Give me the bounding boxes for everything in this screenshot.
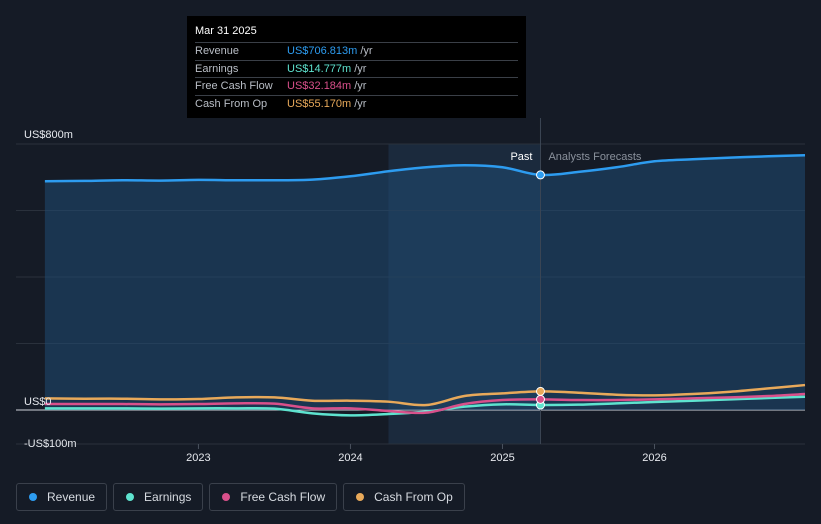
highlight-point-free-cash-flow [535,394,545,404]
legend-dot-icon [356,493,365,501]
tooltip-unit: /yr [360,45,373,58]
y-axis-labels: US$800m US$0 -US$100m [24,129,77,450]
tooltip-row-revenue: Revenue US$706.813m /yr [195,42,518,60]
tooltip-date: Mar 31 2025 [195,25,257,37]
legend-label: Cash From Op [374,490,453,504]
highlight-point-revenue [535,170,545,180]
tooltip-row-cash-from-op: Cash From Op US$55.170m /yr [195,94,518,113]
legend-dot-icon [126,493,135,501]
legend-dot-icon [222,493,231,501]
tooltip: Mar 31 2025 Revenue US$706.813m /yr Earn… [187,16,526,118]
series-line-free-cash-flow [44,392,806,415]
highlight-points [535,170,545,410]
y-tick-label: US$0 [24,396,52,408]
legend-item-cash-from-op[interactable]: Cash From Op [343,483,465,511]
tooltip-label: Free Cash Flow [195,80,273,93]
x-tick-label: 2025 [490,452,514,464]
tooltip-value: US$32.184m [287,80,352,93]
series-line-revenue [44,154,806,183]
tooltip-unit: /yr [354,80,367,93]
tooltip-value: US$706.813m [287,45,358,58]
period-labels: Past Analysts Forecasts [510,151,641,163]
x-tick-label: 2026 [642,452,666,464]
tooltip-value: US$55.170m [287,97,352,110]
revenue-area [44,155,805,410]
forecast-label: Analysts Forecasts [548,151,641,163]
tooltip-label: Revenue [195,45,240,58]
y-tick-label: US$800m [24,129,73,141]
tooltip-row-free-cash-flow: Free Cash Flow US$32.184m /yr [195,77,518,95]
y-tick-label: -US$100m [24,438,77,450]
legend-label: Free Cash Flow [240,490,326,504]
x-tick-label: 2023 [186,452,210,464]
x-tick-label: 2024 [338,452,362,464]
legend-dot-icon [29,493,37,501]
series-line-cash-from-op [44,383,806,407]
tooltip-row-earnings: Earnings US$14.777m /yr [195,59,518,78]
highlight-point-cash-from-op [535,386,545,396]
tooltip-unit: /yr [354,97,367,110]
tooltip-value: US$14.777m [287,62,352,75]
x-axis-labels: 2023 2024 2025 2026 [186,444,667,464]
legend-item-revenue[interactable]: Revenue [16,483,108,511]
series-lines [44,154,806,417]
tooltip-unit: /yr [354,62,367,75]
tooltip-label: Cash From Op [195,97,268,110]
legend: Revenue Earnings Free Cash Flow Cash Fro… [16,483,465,511]
legend-item-free-cash-flow[interactable]: Free Cash Flow [209,483,338,511]
tooltip-label: Earnings [195,62,239,75]
past-label: Past [510,151,532,163]
legend-label: Revenue [47,490,96,504]
area-fills [44,155,805,410]
legend-item-earnings[interactable]: Earnings [113,483,204,511]
legend-label: Earnings [144,490,192,504]
